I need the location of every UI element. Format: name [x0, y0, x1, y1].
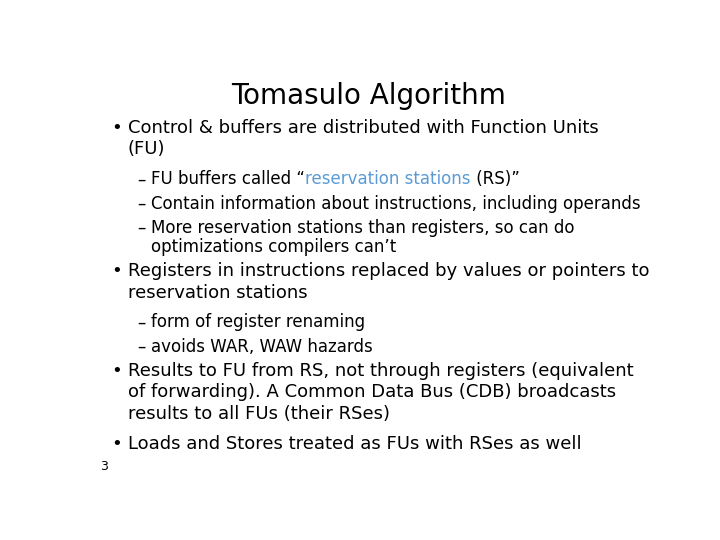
Text: Contain information about instructions, including operands: Contain information about instructions, …: [151, 194, 641, 213]
Text: •: •: [111, 435, 122, 453]
Text: –: –: [138, 338, 146, 355]
Text: avoids WAR, WAW hazards: avoids WAR, WAW hazards: [151, 338, 373, 355]
Text: results to all FUs (their RSes): results to all FUs (their RSes): [128, 405, 390, 423]
Text: •: •: [111, 262, 122, 280]
Text: •: •: [111, 119, 122, 137]
Text: 3: 3: [100, 460, 108, 473]
Text: –: –: [138, 313, 146, 332]
Text: (RS)”: (RS)”: [471, 171, 520, 188]
Text: optimizations compilers can’t: optimizations compilers can’t: [151, 238, 397, 256]
Text: Registers in instructions replaced by values or pointers to: Registers in instructions replaced by va…: [128, 262, 649, 280]
Text: –: –: [138, 171, 146, 188]
Text: (FU): (FU): [128, 140, 166, 158]
Text: –: –: [138, 194, 146, 213]
Text: reservation stations: reservation stations: [305, 171, 471, 188]
Text: reservation stations: reservation stations: [128, 284, 307, 301]
Text: of forwarding). A Common Data Bus (CDB) broadcasts: of forwarding). A Common Data Bus (CDB) …: [128, 383, 616, 401]
Text: form of register renaming: form of register renaming: [151, 313, 366, 332]
Text: More reservation stations than registers, so can do: More reservation stations than registers…: [151, 219, 575, 237]
Text: Control & buffers are distributed with Function Units: Control & buffers are distributed with F…: [128, 119, 599, 137]
Text: •: •: [111, 362, 122, 380]
Text: Results to FU from RS, not through registers (equivalent: Results to FU from RS, not through regis…: [128, 362, 634, 380]
Text: Loads and Stores treated as FUs with RSes as well: Loads and Stores treated as FUs with RSe…: [128, 435, 582, 453]
Text: FU buffers called “: FU buffers called “: [151, 171, 305, 188]
Text: –: –: [138, 219, 146, 237]
Text: Tomasulo Algorithm: Tomasulo Algorithm: [232, 82, 506, 110]
